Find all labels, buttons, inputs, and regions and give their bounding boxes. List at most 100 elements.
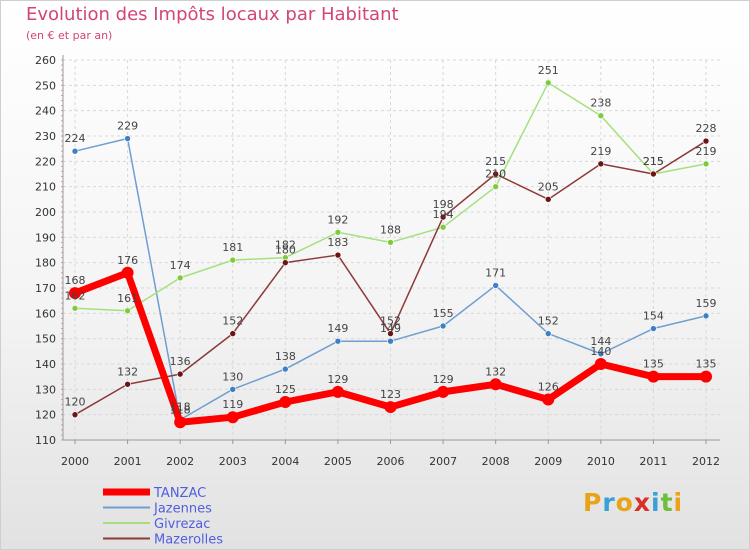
data-label-mazerolles: 152 xyxy=(380,315,401,328)
data-label-givrezac: 182 xyxy=(275,239,296,252)
y-tick-label: 210 xyxy=(35,181,56,194)
data-label-mazerolles: 215 xyxy=(643,155,664,168)
data-label-tanzac: 168 xyxy=(65,274,86,287)
data-label-jazennes: 159 xyxy=(696,297,717,310)
data-label-jazennes: 138 xyxy=(275,350,296,363)
data-label-givrezac: 174 xyxy=(170,259,191,272)
data-label-tanzac: 118 xyxy=(170,403,191,416)
x-tick-label: 2006 xyxy=(377,455,405,468)
data-point-jazennes xyxy=(492,282,499,289)
data-label-jazennes: 155 xyxy=(433,307,454,320)
data-label-tanzac: 132 xyxy=(485,365,506,378)
y-tick-label: 260 xyxy=(35,54,56,67)
data-point-tanzac xyxy=(647,370,660,383)
data-point-jazennes xyxy=(439,322,447,330)
data-label-givrezac: 188 xyxy=(380,223,401,236)
chart-subtitle: (en € et par an) xyxy=(26,29,113,42)
data-label-jazennes: 224 xyxy=(65,132,86,145)
x-tick-label: 2003 xyxy=(219,455,247,468)
data-point-tanzac xyxy=(384,401,397,414)
y-tick-label: 240 xyxy=(35,105,56,118)
chart-title: Evolution des Impôts locaux par Habitant xyxy=(26,4,399,25)
data-point-givrezac xyxy=(176,274,184,282)
data-label-jazennes: 229 xyxy=(117,120,138,133)
data-point-tanzac xyxy=(594,358,607,370)
data-point-givrezac xyxy=(492,183,499,190)
data-label-jazennes: 149 xyxy=(327,322,348,335)
y-tick-label: 170 xyxy=(35,282,56,295)
data-point-givrezac xyxy=(544,79,552,87)
data-point-mazerolles xyxy=(439,213,447,221)
data-label-jazennes: 171 xyxy=(485,266,506,279)
proxiti-logo: Proxiti xyxy=(583,488,683,517)
data-point-jazennes xyxy=(282,365,289,373)
data-point-jazennes xyxy=(334,337,342,345)
x-tick-label: 2002 xyxy=(166,455,194,468)
data-point-jazennes xyxy=(71,147,79,155)
y-tick-label: 190 xyxy=(35,231,56,244)
y-tick-label: 140 xyxy=(35,358,56,371)
data-point-tanzac xyxy=(279,396,292,408)
data-label-jazennes: 152 xyxy=(538,315,559,328)
data-point-mazerolles xyxy=(650,170,657,178)
data-point-mazerolles xyxy=(387,330,394,337)
data-label-mazerolles: 180 xyxy=(275,244,296,257)
data-point-givrezac xyxy=(71,304,79,312)
y-tick-label: 120 xyxy=(35,409,56,422)
data-label-tanzac: 140 xyxy=(590,345,611,358)
legend-label-jazennes: Jazennes xyxy=(153,502,212,517)
data-label-mazerolles: 215 xyxy=(485,155,506,168)
x-tick-label: 2010 xyxy=(587,455,615,468)
data-label-mazerolles: 183 xyxy=(327,236,348,249)
data-point-mazerolles xyxy=(597,160,605,168)
data-label-mazerolles: 205 xyxy=(538,180,559,193)
data-point-givrezac xyxy=(387,239,394,246)
logo-letter: o xyxy=(615,488,634,517)
data-point-jazennes xyxy=(387,337,394,345)
data-point-tanzac xyxy=(331,385,344,398)
data-label-givrezac: 192 xyxy=(327,213,348,226)
data-label-tanzac: 135 xyxy=(696,358,717,371)
data-label-mazerolles: 152 xyxy=(222,315,243,328)
data-label-givrezac: 181 xyxy=(222,241,243,254)
x-tick-label: 2004 xyxy=(271,455,299,468)
data-point-jazennes xyxy=(124,135,131,142)
data-point-tanzac xyxy=(121,266,134,279)
data-point-mazerolles xyxy=(282,259,289,266)
legend-label-mazerolles: Mazerolles xyxy=(154,533,223,548)
logo-letter: i xyxy=(651,488,661,517)
y-tick-label: 110 xyxy=(35,434,56,447)
data-point-mazerolles xyxy=(334,251,342,259)
legend-label-tanzac: TANZAC xyxy=(153,486,206,501)
data-point-givrezac xyxy=(439,223,447,231)
x-tick-label: 2000 xyxy=(61,455,89,468)
y-tick-label: 230 xyxy=(35,130,56,143)
data-point-givrezac xyxy=(229,256,237,264)
logo-letter: r xyxy=(602,488,616,517)
data-label-givrezac: 215 xyxy=(643,155,664,168)
data-point-jazennes xyxy=(597,350,605,358)
data-point-givrezac xyxy=(334,228,342,236)
data-label-mazerolles: 219 xyxy=(590,145,611,158)
data-label-layer: 224 229 118 130 138 149 149 155 171 152 144 154 159 1… xyxy=(65,64,717,416)
x-tick-label: 2008 xyxy=(482,455,510,468)
x-tick-label: 2005 xyxy=(324,455,352,468)
data-label-tanzac: 126 xyxy=(538,380,559,393)
logo-letter: i xyxy=(673,488,684,517)
data-label-jazennes: 144 xyxy=(590,335,611,348)
data-point-mazerolles xyxy=(492,170,499,178)
y-tick-label: 160 xyxy=(35,307,56,320)
data-point-givrezac xyxy=(124,307,131,315)
data-label-givrezac: 210 xyxy=(485,168,506,181)
data-point-givrezac xyxy=(597,112,605,120)
grid-layer xyxy=(63,59,720,441)
data-point-jazennes xyxy=(702,312,710,320)
data-label-tanzac: 129 xyxy=(433,373,454,386)
data-point-mazerolles xyxy=(124,380,131,388)
y-tick-label: 180 xyxy=(35,257,56,270)
data-point-tanzac xyxy=(226,411,239,424)
data-label-mazerolles: 228 xyxy=(696,122,717,135)
data-label-tanzac: 176 xyxy=(117,254,138,267)
logo-letter: x xyxy=(633,488,651,517)
data-label-mazerolles: 136 xyxy=(170,355,191,368)
